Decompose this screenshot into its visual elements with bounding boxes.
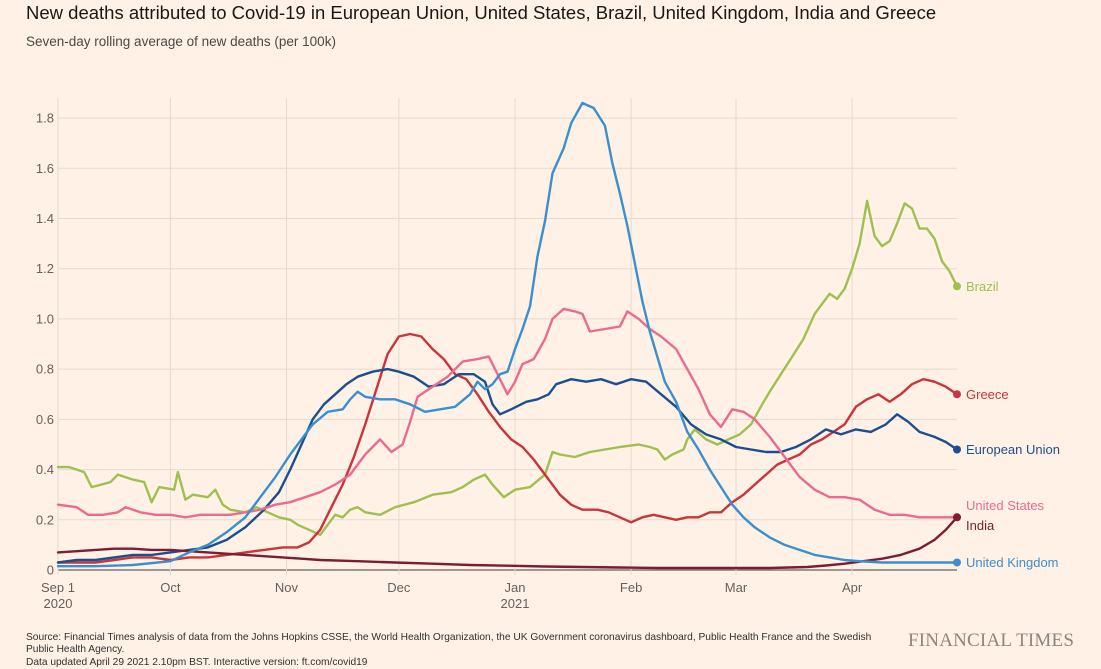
y-tick-label: 0.8 [36,362,54,377]
european-union-end-marker [953,445,961,454]
y-tick-label: 1.0 [36,311,54,326]
x-tick-label: Oct [160,580,181,595]
greece-end-marker [953,390,961,399]
european-union-line [56,367,959,564]
united-states-line [56,307,959,519]
y-tick-label: 0.6 [36,412,54,427]
brand-logo: FINANCIAL TIMES [908,630,1075,651]
united-states-label: United States [966,498,1045,513]
source-note: Source: Financial Times analysis of data… [26,632,872,655]
data-updated-note: Data updated April 29 2021 2.10pm BST. I… [26,657,368,668]
series-labels: Brazil Greece European Union United States I… [953,279,1060,570]
x-tick-sublabel: 2021 [501,596,530,611]
india-end-marker [953,513,961,522]
x-tick-sublabel: 2020 [44,596,73,611]
y-axis: 0 0.2 0.4 0.6 0.8 1.0 1.2 1.4 1.6 1.8 [36,111,54,578]
india-label: India [966,518,995,533]
chart-title: New deaths attributed to Covid-19 in Eur… [26,2,937,23]
chart-subtitle: Seven-day rolling average of new deaths … [26,34,336,49]
x-tick-label: Dec [387,580,411,595]
gridlines [57,98,957,575]
x-tick-label: Feb [620,580,642,595]
y-tick-label: 0.2 [36,512,54,527]
y-tick-label: 0 [47,563,54,578]
european-union-label: European Union [966,442,1060,457]
y-tick-label: 0.4 [36,462,54,477]
greece-line [56,332,959,564]
y-tick-label: 1.4 [36,211,54,226]
x-tick-label: Nov [275,580,299,595]
series-lines [56,101,959,570]
brazil-label: Brazil [966,279,999,294]
x-tick-label: Mar [725,580,748,595]
united-kingdom-label: United Kingdom [966,555,1059,570]
x-tick-label: Apr [842,580,863,595]
brazil-end-marker [953,282,961,291]
india-line [56,516,959,570]
x-tick-label: Sep 1 [41,580,75,595]
x-tick-label: Jan [505,580,526,595]
y-tick-label: 1.8 [36,111,54,126]
united-kingdom-line [56,101,959,568]
y-tick-label: 1.6 [36,161,54,176]
y-tick-label: 1.2 [36,261,54,276]
greece-label: Greece [966,387,1009,402]
united-kingdom-end-marker [953,558,961,567]
